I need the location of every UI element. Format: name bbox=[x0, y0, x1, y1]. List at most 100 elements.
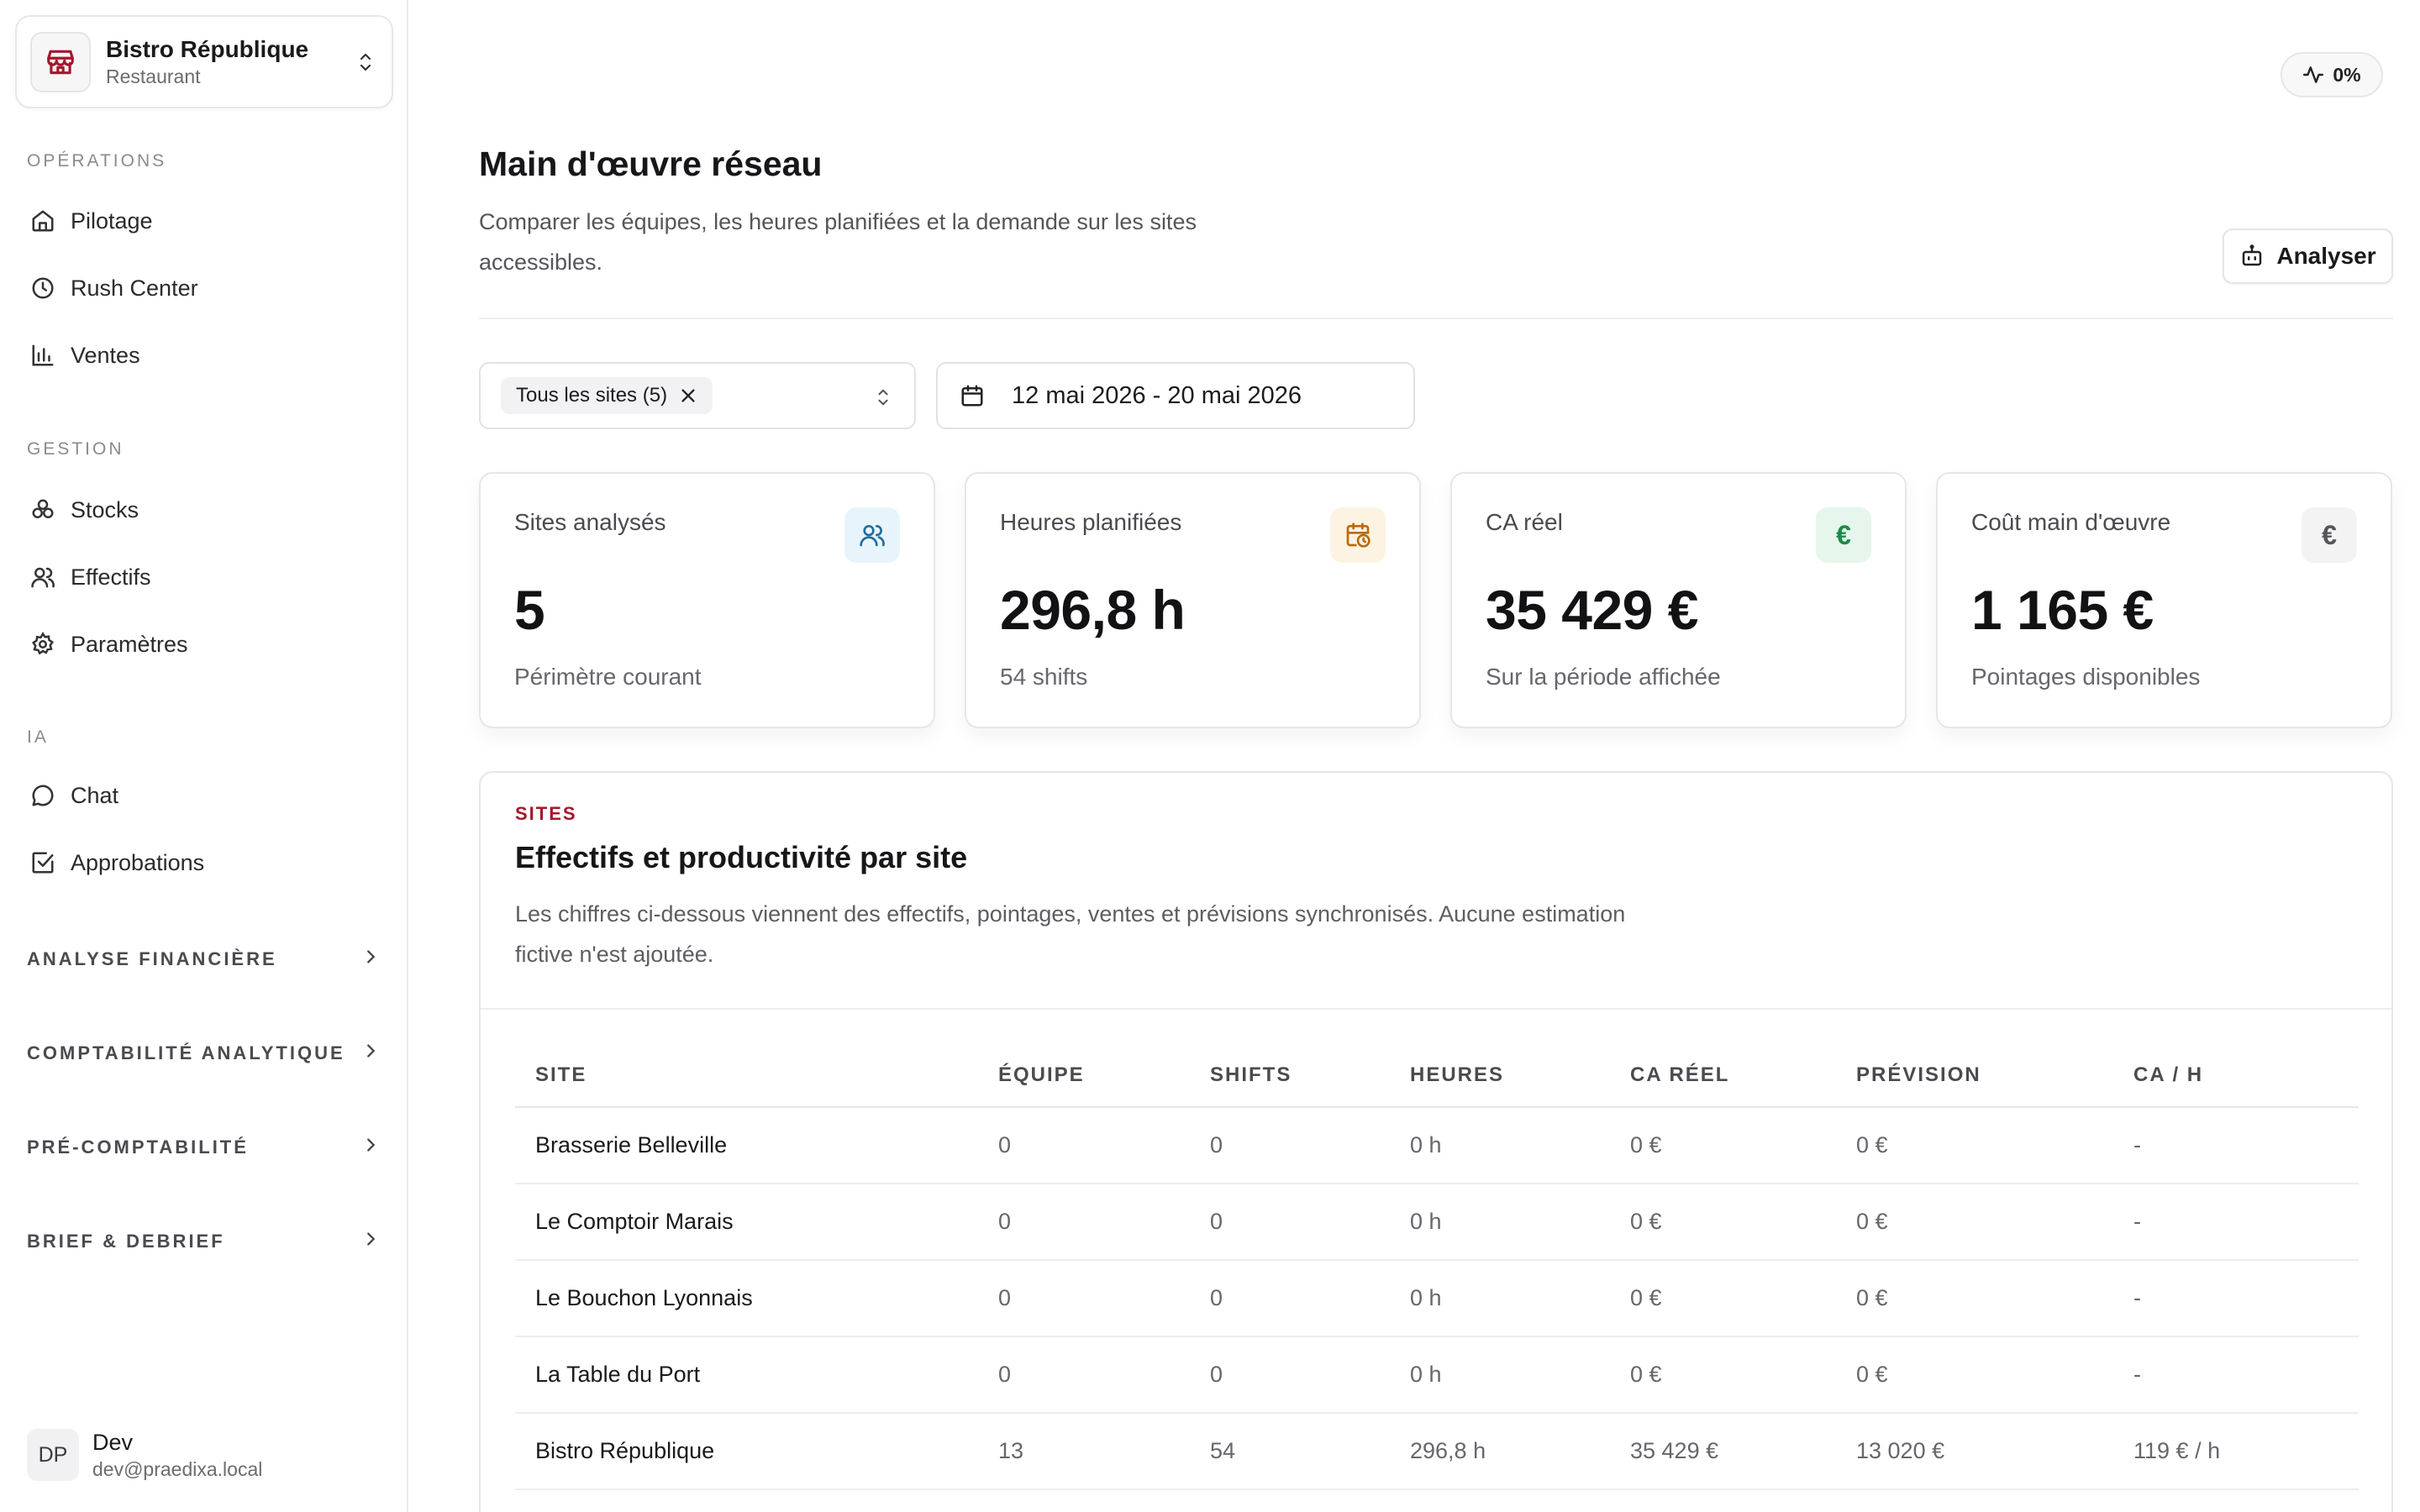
page-subtitle: Comparer les équipes, les heures planifi… bbox=[479, 209, 1197, 275]
cell-ca-reel: 0 € bbox=[1610, 1107, 1836, 1184]
table-row[interactable]: Bistro République 13 54 296,8 h 35 429 €… bbox=[515, 1413, 2359, 1490]
sidebar-item-parametres[interactable]: Paramètres bbox=[29, 623, 188, 665]
header-divider bbox=[479, 318, 2393, 319]
kpi-value: 35 429 € bbox=[1486, 579, 1698, 641]
cell-heures: 0 h bbox=[1390, 1260, 1610, 1337]
group-pre-comptabilite[interactable]: PRÉ-COMPTABILITÉ bbox=[27, 1131, 380, 1164]
kpi-card-revenue: CA réel € 35 429 € Sur la période affich… bbox=[1450, 472, 1907, 728]
analyse-button[interactable]: Analyser bbox=[2223, 228, 2393, 284]
cell-heures: 0 h bbox=[1390, 1107, 1610, 1184]
cell-equipe: 0 bbox=[978, 1107, 1190, 1184]
kpi-foot: 54 shifts bbox=[1000, 664, 1088, 690]
kpi-foot: Périmètre courant bbox=[514, 664, 702, 690]
org-name: Bistro République bbox=[106, 35, 309, 62]
cell-ca-reel: 0 € bbox=[1610, 1260, 1836, 1337]
sites-card: SITES Effectifs et productivité par site… bbox=[479, 771, 2393, 1512]
section-label-operations: OPÉRATIONS bbox=[27, 151, 167, 171]
group-analyse-financiere[interactable]: ANALYSE FINANCIÈRE bbox=[27, 942, 380, 976]
card-divider bbox=[481, 1008, 2391, 1010]
boxes-icon bbox=[29, 496, 57, 524]
main-content: 0% Main d'œuvre réseau Comparer les équi… bbox=[408, 0, 2420, 1512]
bar-chart-icon bbox=[29, 341, 57, 370]
chevron-right-icon bbox=[361, 948, 380, 971]
cell-prevision: 0 € bbox=[1836, 1336, 2113, 1414]
group-label: PRÉ-COMPTABILITÉ bbox=[27, 1137, 249, 1158]
cell-prevision: 13 020 € bbox=[1836, 1413, 2113, 1490]
sites-table: SITE ÉQUIPE SHIFTS HEURES CA RÉEL PRÉVIS… bbox=[515, 1043, 2359, 1490]
kpi-foot: Sur la période affichée bbox=[1486, 664, 1721, 690]
store-icon bbox=[30, 31, 91, 92]
cell-heures: 296,8 h bbox=[1390, 1413, 1610, 1490]
sidebar-item-rush-center[interactable]: Rush Center bbox=[29, 267, 198, 309]
group-comptabilite-analytique[interactable]: COMPTABILITÉ ANALYTIQUE bbox=[27, 1037, 380, 1070]
group-brief-debrief[interactable]: BRIEF & DEBRIEF bbox=[27, 1225, 380, 1258]
cell-ca-h: - bbox=[2113, 1336, 2359, 1414]
sidebar-item-label: Paramètres bbox=[71, 631, 188, 657]
column-header-shifts[interactable]: SHIFTS bbox=[1190, 1043, 1390, 1108]
user-email: dev@praedixa.local bbox=[92, 1458, 263, 1480]
org-type: Restaurant bbox=[106, 65, 201, 87]
group-label: ANALYSE FINANCIÈRE bbox=[27, 948, 277, 969]
chevrons-up-down-icon bbox=[874, 386, 892, 413]
analyse-label: Analyser bbox=[2276, 243, 2376, 269]
sidebar-item-label: Effectifs bbox=[71, 564, 151, 590]
cell-shifts: 0 bbox=[1190, 1107, 1390, 1184]
bot-icon bbox=[2243, 244, 2262, 266]
calendar-icon bbox=[961, 385, 983, 407]
table-row[interactable]: Le Comptoir Marais 0 0 0 h 0 € 0 € - bbox=[515, 1184, 2359, 1261]
cell-shifts: 0 bbox=[1190, 1336, 1390, 1414]
sidebar-item-effectifs[interactable]: Effectifs bbox=[29, 556, 151, 598]
kpi-label: Heures planifiées bbox=[1000, 509, 1182, 535]
home-icon bbox=[29, 207, 57, 235]
table-row[interactable]: Brasserie Belleville 0 0 0 h 0 € 0 € - bbox=[515, 1107, 2359, 1184]
column-header-ca-reel[interactable]: CA RÉEL bbox=[1610, 1043, 1836, 1108]
column-header-ca-h[interactable]: CA / H bbox=[2113, 1043, 2359, 1108]
users-icon bbox=[29, 563, 57, 591]
cell-ca-reel: 0 € bbox=[1610, 1336, 1836, 1414]
sidebar-item-approbations[interactable]: Approbations bbox=[29, 842, 204, 884]
calendar-clock-icon bbox=[1330, 507, 1386, 563]
date-range-picker[interactable]: 12 mai 2026 - 20 mai 2026 bbox=[936, 362, 1415, 429]
table-row[interactable]: Le Bouchon Lyonnais 0 0 0 h 0 € 0 € - bbox=[515, 1260, 2359, 1337]
sidebar-item-ventes[interactable]: Ventes bbox=[29, 334, 140, 376]
sidebar-item-label: Approbations bbox=[71, 849, 205, 875]
cell-equipe: 0 bbox=[978, 1260, 1190, 1337]
site-filter-chip-label: Tous les sites (5) bbox=[516, 384, 668, 407]
group-label: BRIEF & DEBRIEF bbox=[27, 1231, 225, 1252]
euro-icon: € bbox=[1816, 507, 1871, 563]
cell-heures: 0 h bbox=[1390, 1336, 1610, 1414]
cell-ca-h: - bbox=[2113, 1107, 2359, 1184]
column-header-site[interactable]: SITE bbox=[515, 1043, 978, 1108]
cell-equipe: 0 bbox=[978, 1184, 1190, 1261]
chevron-right-icon bbox=[361, 1136, 380, 1159]
org-switcher[interactable]: Bistro République Restaurant bbox=[15, 15, 393, 108]
sidebar-item-stocks[interactable]: Stocks bbox=[29, 489, 139, 531]
cell-site: Le Bouchon Lyonnais bbox=[515, 1260, 978, 1337]
section-label-gestion: GESTION bbox=[27, 439, 124, 459]
sidebar-item-label: Ventes bbox=[71, 342, 140, 368]
activity-icon bbox=[2303, 66, 2324, 83]
chat-bubble-icon bbox=[29, 781, 57, 810]
sidebar-item-label: Stocks bbox=[71, 496, 139, 522]
cell-ca-h: - bbox=[2113, 1260, 2359, 1337]
cell-prevision: 0 € bbox=[1836, 1260, 2113, 1337]
table-row[interactable]: La Table du Port 0 0 0 h 0 € 0 € - bbox=[515, 1336, 2359, 1414]
checkbox-icon bbox=[29, 848, 57, 877]
column-header-equipe[interactable]: ÉQUIPE bbox=[978, 1043, 1190, 1108]
site-filter-select[interactable]: Tous les sites (5) bbox=[479, 362, 916, 429]
cell-shifts: 54 bbox=[1190, 1413, 1390, 1490]
avatar: DP bbox=[27, 1429, 79, 1481]
chevron-right-icon bbox=[361, 1042, 380, 1065]
activity-indicator[interactable]: 0% bbox=[2281, 52, 2383, 97]
cell-shifts: 0 bbox=[1190, 1184, 1390, 1261]
column-header-prevision[interactable]: PRÉVISION bbox=[1836, 1043, 2113, 1108]
kpi-label: Sites analysés bbox=[514, 509, 666, 535]
user-menu[interactable]: DP Dev dev@praedixa.local bbox=[27, 1428, 262, 1482]
kpi-label: Coût main d'œuvre bbox=[1971, 509, 2171, 535]
kpi-value: 296,8 h bbox=[1000, 579, 1186, 641]
sidebar-item-chat[interactable]: Chat bbox=[29, 774, 118, 816]
close-icon[interactable] bbox=[679, 386, 697, 405]
column-header-heures[interactable]: HEURES bbox=[1390, 1043, 1610, 1108]
page-title: Main d'œuvre réseau bbox=[479, 144, 823, 183]
sidebar-item-pilotage[interactable]: Pilotage bbox=[29, 200, 153, 242]
